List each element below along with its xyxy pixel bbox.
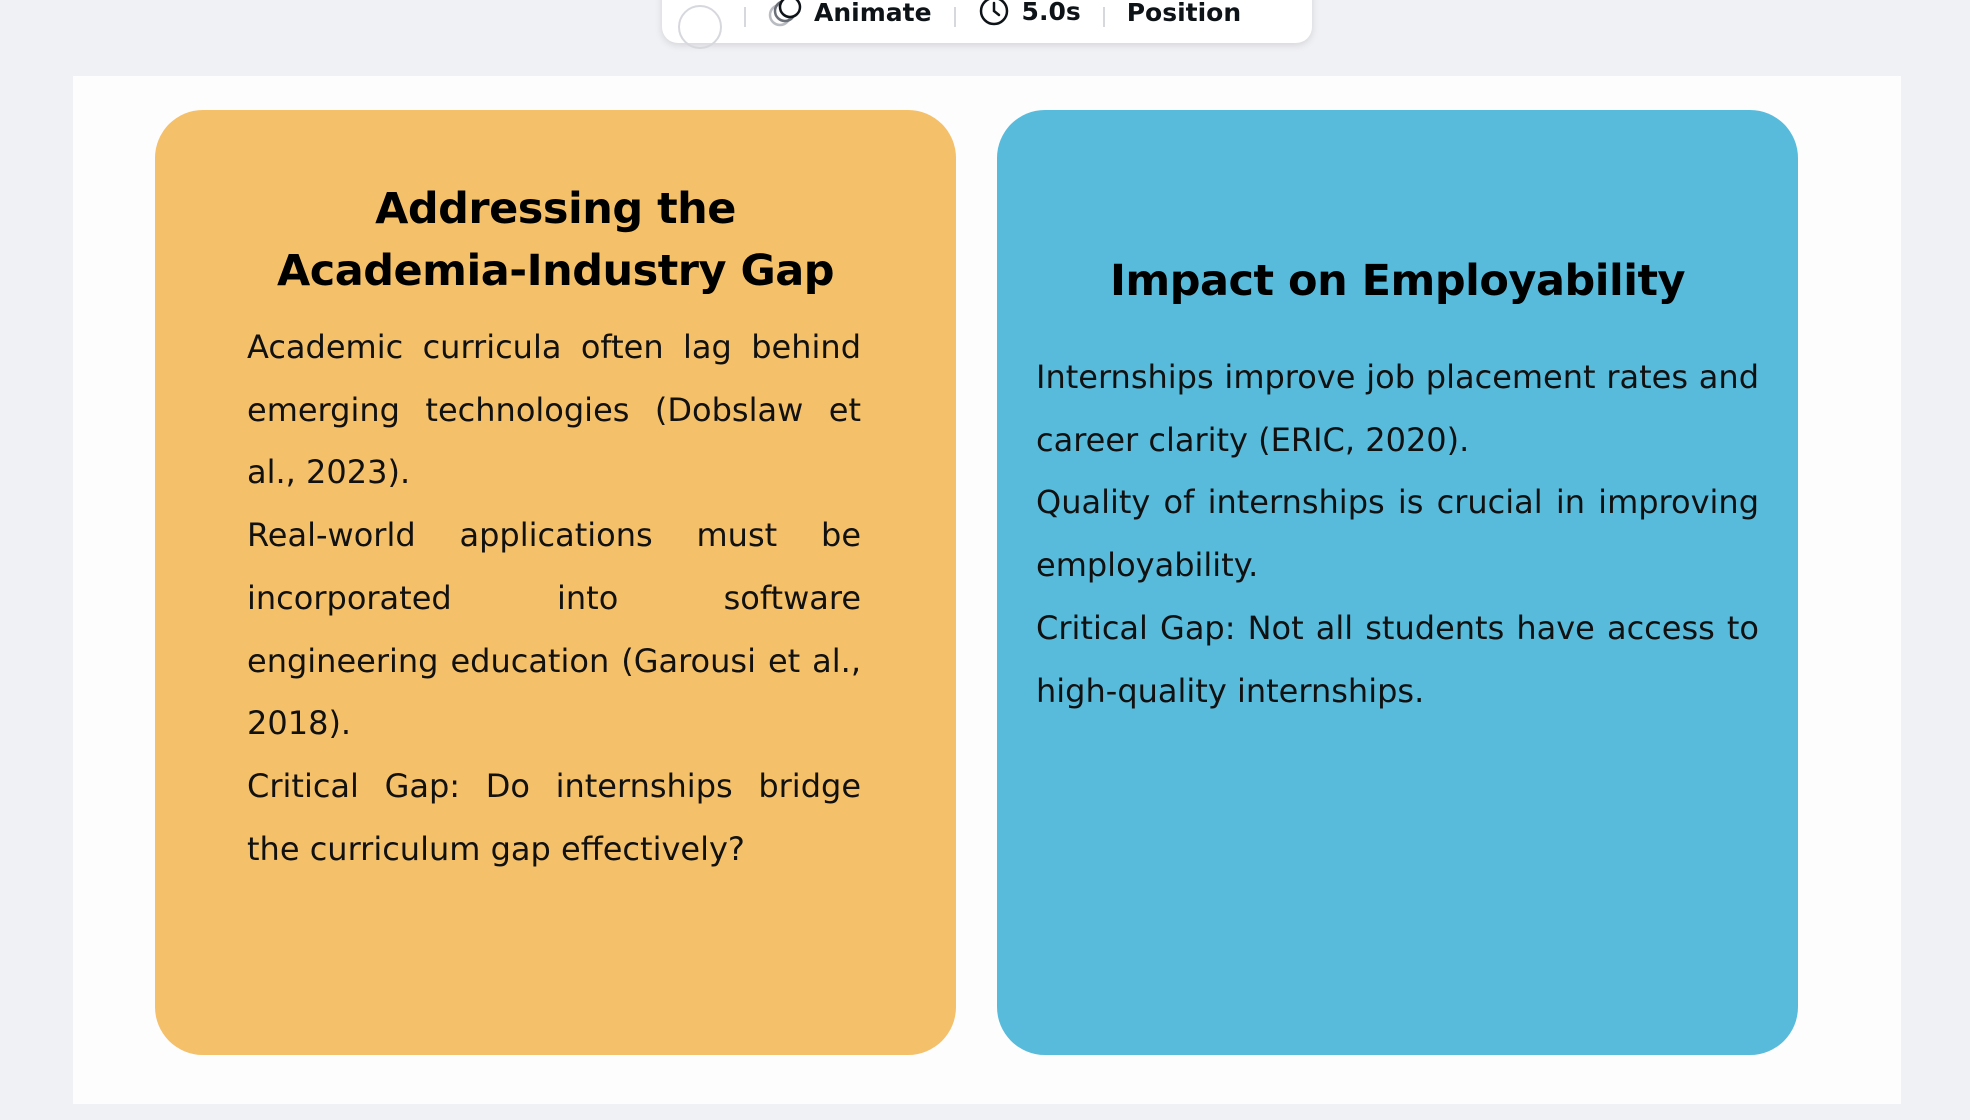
body-paragraph: Quality of internships is crucial in imp… — [1036, 483, 1759, 585]
body-paragraph: Academic curricula often lag behind emer… — [247, 328, 861, 492]
animate-icon — [768, 0, 802, 27]
title-line: Addressing the — [375, 184, 736, 234]
body-paragraph: Critical Gap: Not all students have acce… — [1036, 608, 1759, 710]
slide-canvas[interactable]: Addressing the Academia-Industry Gap Aca… — [73, 76, 1901, 1104]
color-swatch-button[interactable] — [678, 5, 722, 49]
toolbar-divider — [1102, 7, 1105, 27]
body-paragraph: Real-world applications must be incorpor… — [247, 516, 861, 743]
duration-label: 5.0s — [1021, 0, 1081, 26]
toolbar-divider — [953, 7, 956, 27]
clock-icon — [979, 0, 1008, 26]
floating-toolbar: Animate 5.0s Position — [662, 0, 1312, 49]
body-paragraph: Critical Gap: Do internships bridge the … — [247, 766, 861, 868]
academia-gap-body: Academic curricula often lag behind emer… — [247, 316, 861, 880]
toolbar-divider — [744, 7, 746, 27]
employability-card[interactable]: Impact on Employability Internships impr… — [997, 110, 1798, 1055]
position-button[interactable]: Position — [1127, 0, 1241, 27]
position-label: Position — [1126, 0, 1242, 27]
duration-button[interactable]: 5.0s — [978, 0, 1081, 27]
title-line: Academia-Industry Gap — [276, 246, 835, 296]
employability-title: Impact on Employability — [1109, 256, 1686, 306]
academia-gap-card[interactable]: Addressing the Academia-Industry Gap Aca… — [155, 110, 956, 1055]
body-paragraph: Internships improve job placement rates … — [1036, 358, 1759, 459]
animate-label: Animate — [814, 0, 932, 27]
academia-gap-title: Addressing the Academia-Industry Gap — [215, 178, 896, 302]
animate-button[interactable]: Animate — [768, 0, 932, 27]
employability-body: Internships improve job placement rates … — [1036, 346, 1759, 722]
